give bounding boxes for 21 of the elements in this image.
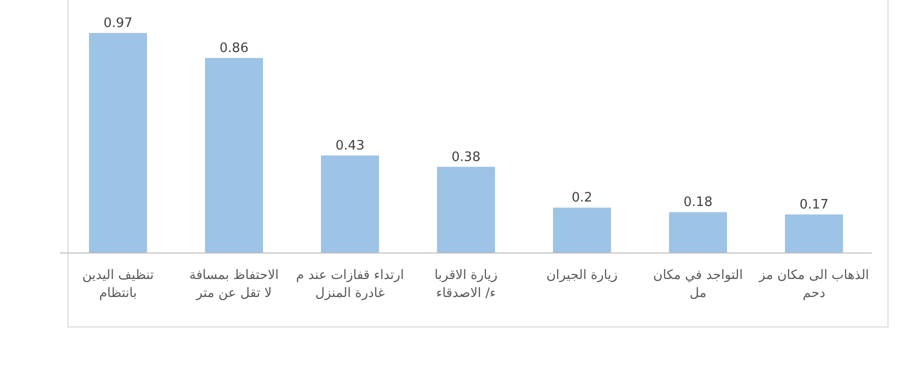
data-label: 0.2 [572,190,592,206]
data-label: 0.97 [104,16,132,31]
bar [437,166,495,253]
bar [321,155,379,253]
x-tick-label: الاحتفاظ بمسافة لا تقل عن متر [189,268,279,301]
data-label: 0.18 [684,195,712,210]
x-tick-label: الذهاب الى مكان مز دحم [758,268,870,301]
data-label: 0.86 [220,40,248,56]
data-label: 0.17 [800,197,828,212]
x-tick-label: زيارة الجيران [546,268,618,283]
bar [89,33,147,253]
bar [669,212,727,253]
x-tick-label: زيارة الاقربا ء/ الاصدقاء [434,268,498,301]
data-label: 0.38 [452,150,480,165]
data-label: 0.43 [336,138,364,154]
bar [553,208,611,253]
bar [205,58,263,253]
bar [785,214,843,253]
x-tick-label: ارتداء قفازات عند م غادرة المنزل [296,268,404,301]
x-tick-label: تنظيف اليدين بانتظام [82,268,154,301]
x-tick-label: التواجد في مكان مل [653,268,743,301]
